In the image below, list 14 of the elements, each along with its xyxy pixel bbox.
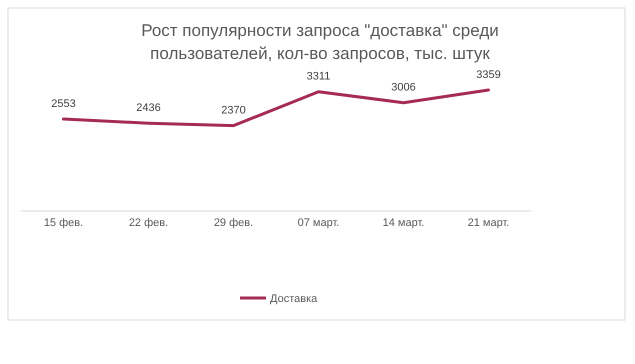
x-tick-label: 07 март. bbox=[298, 217, 340, 229]
x-tick-label: 15 фев. bbox=[44, 217, 84, 229]
x-tick-label: 22 фев. bbox=[128, 217, 168, 229]
legend-label: Доставка bbox=[270, 293, 318, 305]
x-tick-label: 21 март. bbox=[468, 217, 510, 229]
data-label: 3311 bbox=[306, 70, 330, 83]
data-label: 3006 bbox=[391, 82, 416, 94]
x-tick-label: 14 март. bbox=[382, 217, 424, 229]
data-label: 3359 bbox=[476, 69, 501, 81]
chart-title: Рост популярности запроса "доставка" среди пользователей, кол-во запросов, тыс. штук bbox=[141, 21, 499, 63]
x-tick-label: 29 фев. bbox=[214, 217, 254, 229]
data-label: 2436 bbox=[136, 102, 161, 114]
data-label: 2370 bbox=[221, 104, 246, 117]
data-label: 2553 bbox=[51, 98, 76, 110]
